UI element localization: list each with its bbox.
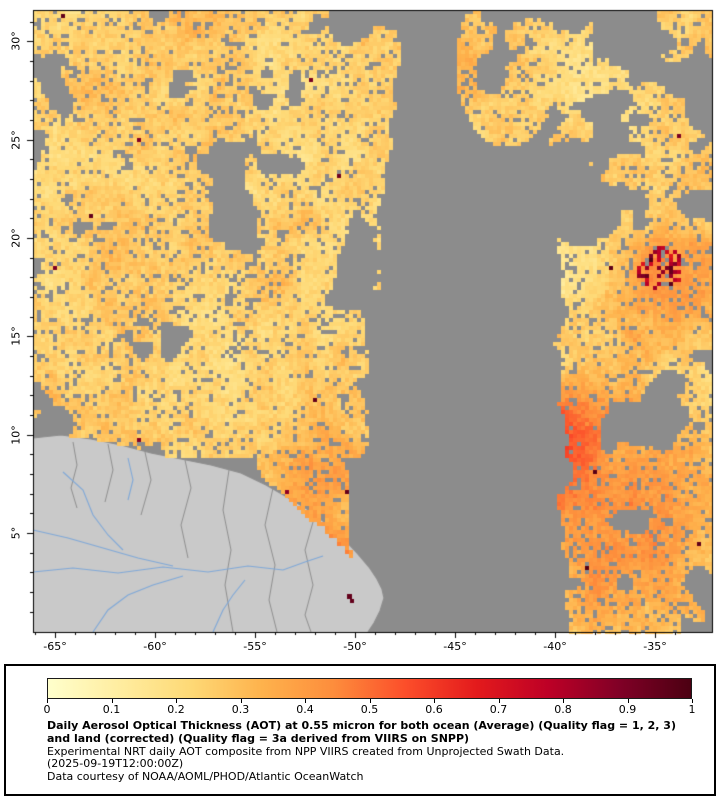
lon-tick-label: -65°	[43, 640, 67, 653]
aot-colorbar	[47, 678, 692, 699]
lat-tick-label: 10°	[9, 424, 23, 445]
lon-tick-label: -45°	[443, 640, 467, 653]
lat-tick-label: 15°	[9, 326, 23, 347]
colorbar-tick	[563, 699, 564, 703]
colorbar-tick-label: 0.9	[618, 703, 637, 716]
colorbar-tick	[47, 699, 48, 703]
lat-tick-label: 25°	[9, 130, 23, 150]
lon-tick-label: -60°	[143, 640, 167, 653]
aot-map-canvas	[0, 0, 720, 650]
lat-tick-label: 20°	[9, 228, 23, 248]
colorbar-tick-label: 0.8	[554, 703, 572, 716]
colorbar-tick-label: 0.6	[425, 703, 443, 716]
legend-title: Daily Aerosol Optical Thickness (AOT) at…	[47, 719, 676, 745]
colorbar-tick	[434, 699, 435, 703]
legend-timestamp: (2025-09-19T12:00:00Z)	[47, 757, 184, 770]
colorbar-tick-label: 0.5	[360, 703, 379, 716]
legend-line-experimental: Experimental NRT daily AOT composite fro…	[47, 745, 565, 758]
colorbar-tick-label: 0.7	[489, 703, 508, 716]
colorbar-tick-label: 0.2	[167, 703, 185, 716]
colorbar-tick	[498, 699, 500, 703]
colorbar-tick	[176, 699, 177, 703]
colorbar-tick	[111, 699, 113, 703]
legend-box: Daily Aerosol Optical Thickness (AOT) at…	[4, 664, 716, 796]
lon-tick-label: -50°	[343, 640, 367, 653]
colorbar-tick	[305, 699, 306, 703]
legend-credit: Data courtesy of NOAA/AOML/PHOD/Atlantic…	[47, 770, 364, 783]
colorbar-tick	[627, 699, 629, 703]
colorbar-tick	[240, 699, 242, 703]
colorbar-tick-label: 0	[43, 703, 51, 716]
lat-tick-label: 30°	[9, 31, 23, 52]
colorbar-tick-label: 0.4	[296, 703, 314, 716]
colorbar-tick-label: 1	[688, 703, 696, 716]
colorbar-tick	[369, 699, 371, 703]
lat-tick-label: 5°	[9, 526, 23, 540]
colorbar-tick-label: 0.1	[102, 703, 121, 716]
colorbar-tick	[692, 699, 693, 703]
colorbar-tick-label: 0.3	[231, 703, 250, 716]
lon-tick-label: -35°	[643, 640, 667, 653]
lon-tick-label: -55°	[243, 640, 267, 653]
lon-tick-label: -40°	[543, 640, 567, 653]
